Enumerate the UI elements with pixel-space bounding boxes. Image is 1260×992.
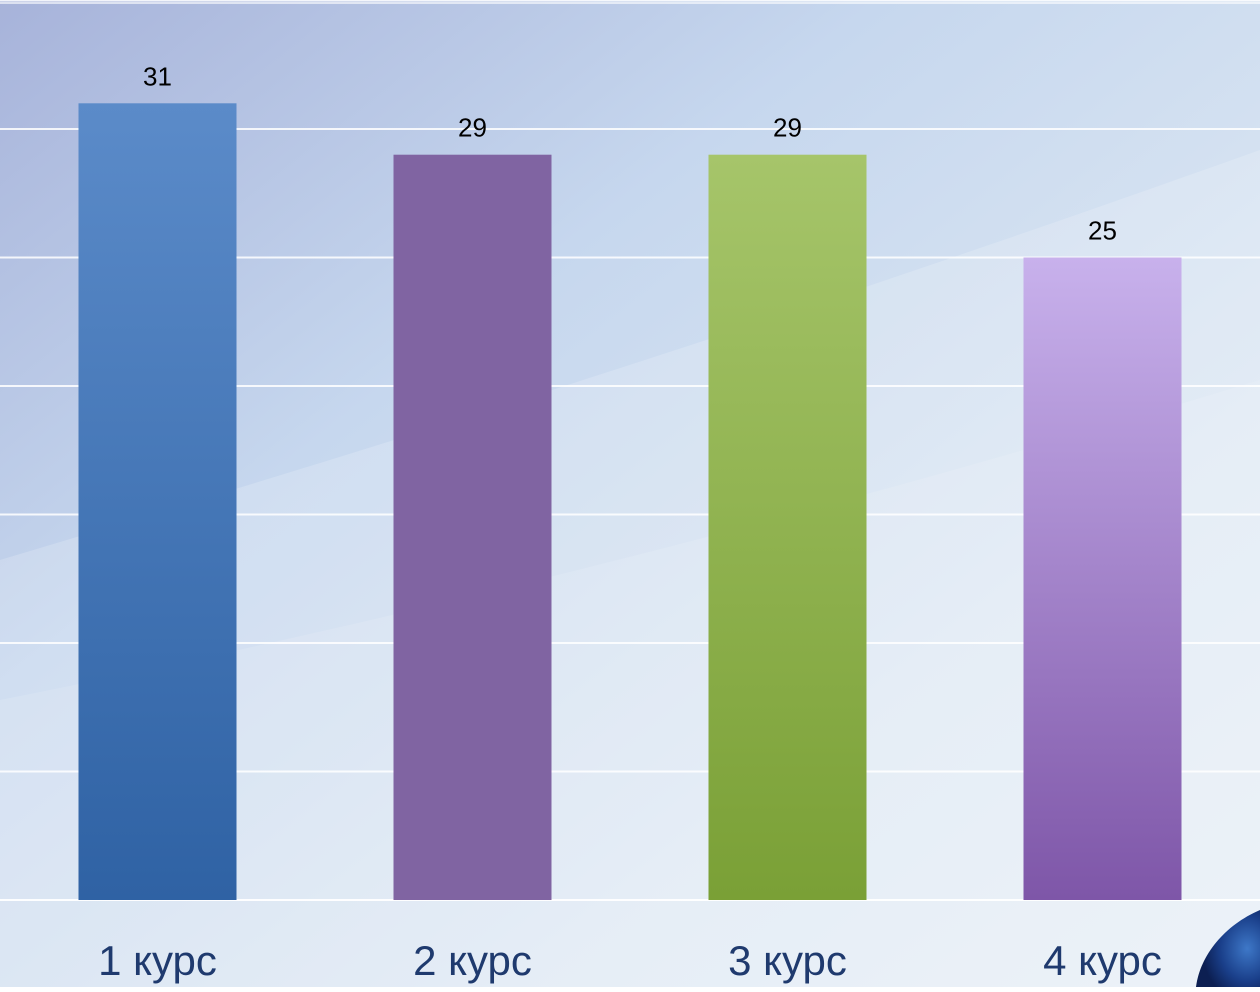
data-labels: 31 29 29 25 bbox=[143, 61, 1117, 245]
category-labels: 1 курс 2 курс 3 курс 4 курс bbox=[98, 937, 1162, 984]
bar-3 bbox=[708, 154, 867, 900]
category-label-2: 2 курс bbox=[413, 937, 532, 984]
category-label-3: 3 курс bbox=[728, 937, 847, 984]
category-label-1: 1 курс bbox=[98, 937, 217, 984]
category-label-4: 4 курс bbox=[1043, 937, 1162, 984]
bar-1 bbox=[78, 103, 237, 901]
data-label-2: 29 bbox=[458, 113, 487, 143]
bars bbox=[78, 103, 1182, 901]
data-label-1: 31 bbox=[143, 61, 172, 91]
bar-4 bbox=[1023, 257, 1182, 900]
data-label-4: 25 bbox=[1088, 216, 1117, 246]
globe-decoration bbox=[1196, 910, 1260, 987]
bar-2 bbox=[393, 154, 552, 900]
data-label-3: 29 bbox=[773, 113, 802, 143]
